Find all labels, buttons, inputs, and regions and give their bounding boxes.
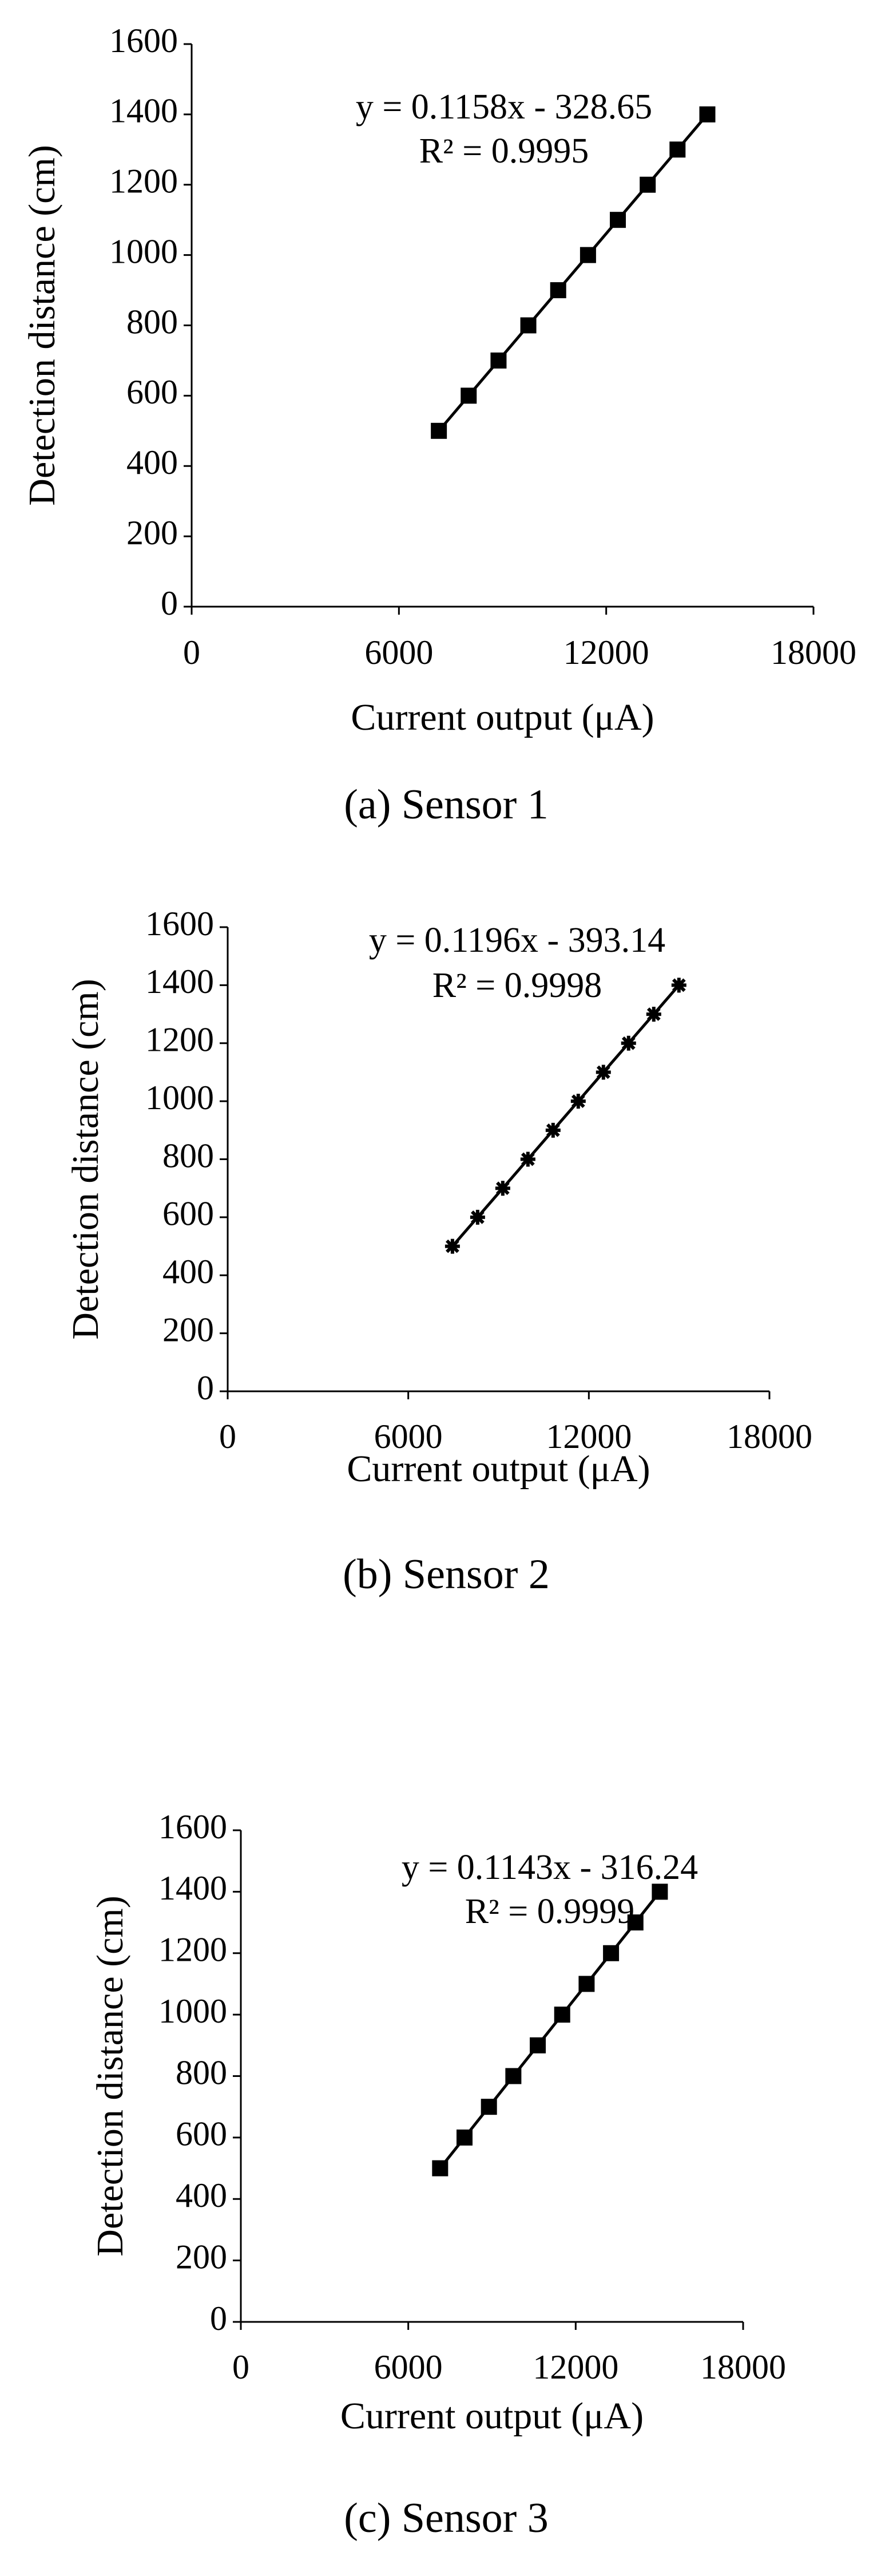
x-tick-label: 12000 [563, 634, 649, 671]
y-tick-label: 400 [126, 444, 178, 481]
y-tick-label: 1600 [109, 22, 178, 60]
y-tick-label: 1600 [145, 905, 214, 943]
marker [627, 1914, 644, 1931]
x-tick-label: 0 [183, 634, 200, 671]
y-tick-label: 200 [176, 2238, 227, 2276]
y-tick-label: 0 [161, 584, 178, 622]
marker [520, 317, 537, 334]
marker [580, 247, 596, 263]
y-axis-label: Detection distance (cm) [21, 145, 63, 505]
marker [461, 387, 477, 404]
y-tick-label: 800 [162, 1137, 214, 1174]
trend-equation: y = 0.1143x - 316.24 [402, 1848, 698, 1887]
x-tick-label: 18000 [771, 634, 856, 671]
x-axis-label: Current output (μA) [340, 2395, 644, 2437]
y-tick-label: 1000 [158, 1992, 227, 2030]
marker [432, 2160, 449, 2177]
y-tick-label: 1400 [145, 963, 214, 1000]
trendline [451, 984, 680, 1248]
marker [610, 212, 626, 228]
marker [520, 1152, 535, 1167]
marker [621, 1035, 636, 1051]
y-tick-label: 800 [126, 303, 178, 341]
x-tick-label: 6000 [374, 1418, 443, 1455]
marker [578, 1976, 595, 1992]
y-tick-label: 600 [176, 2115, 227, 2153]
x-axis-label: Current output (μA) [347, 1448, 650, 1490]
x-tick-label: 12000 [546, 1418, 632, 1455]
marker [495, 1181, 510, 1196]
x-tick-label: 6000 [364, 634, 433, 671]
marker [669, 141, 686, 158]
trend-equation: y = 0.1158x - 328.65 [356, 88, 652, 126]
y-tick-label: 1000 [109, 232, 178, 270]
marker [554, 2007, 570, 2023]
marker [652, 1883, 668, 1900]
x-tick-label: 12000 [533, 2348, 618, 2386]
y-tick-label: 1400 [109, 92, 178, 130]
marker [545, 1122, 561, 1138]
y-tick-label: 800 [176, 2053, 227, 2091]
y-tick-label: 400 [176, 2177, 227, 2214]
marker [490, 352, 507, 369]
caption: (b) Sensor 2 [343, 1551, 550, 1598]
y-axis-label: Detection distance (cm) [89, 1896, 131, 2256]
trendline [438, 113, 709, 432]
trend-equation: y = 0.1196x - 393.14 [369, 921, 665, 960]
marker [640, 176, 656, 193]
marker [505, 2068, 522, 2084]
marker [596, 1065, 611, 1080]
y-tick-label: 1400 [158, 1869, 227, 1907]
marker [444, 1238, 460, 1254]
y-tick-label: 1200 [109, 163, 178, 200]
marker [646, 1007, 661, 1022]
marker [431, 422, 447, 439]
y-tick-label: 200 [126, 514, 178, 552]
x-tick-label: 0 [219, 1418, 236, 1455]
trendline [439, 1890, 661, 2170]
y-tick-label: 1200 [145, 1021, 214, 1059]
y-tick-label: 400 [162, 1253, 214, 1291]
marker [550, 282, 566, 299]
x-tick-label: 18000 [700, 2348, 786, 2386]
y-tick-label: 600 [126, 373, 178, 411]
r-squared: R² = 0.9995 [419, 132, 589, 171]
r-squared: R² = 0.9999 [465, 1892, 634, 1931]
marker [671, 978, 686, 993]
y-tick-label: 0 [210, 2300, 227, 2337]
marker [603, 1945, 620, 1961]
r-squared: R² = 0.9998 [432, 966, 602, 1005]
y-tick-label: 1000 [145, 1079, 214, 1117]
caption: (a) Sensor 1 [344, 781, 549, 828]
y-tick-label: 1600 [158, 1808, 227, 1846]
y-tick-label: 600 [162, 1195, 214, 1233]
y-axis-label: Detection distance (cm) [65, 979, 106, 1339]
marker [699, 106, 716, 122]
y-tick-label: 0 [197, 1369, 214, 1407]
y-tick-label: 1200 [158, 1931, 227, 1969]
x-axis-label: Current output (μA) [351, 697, 654, 738]
marker [530, 2037, 546, 2053]
x-tick-label: 18000 [727, 1418, 812, 1455]
y-tick-label: 200 [162, 1311, 214, 1348]
caption: (c) Sensor 3 [344, 2495, 549, 2542]
marker [570, 1094, 586, 1109]
marker [470, 1209, 485, 1225]
marker [457, 2129, 473, 2146]
x-tick-label: 6000 [374, 2348, 443, 2386]
x-tick-label: 0 [232, 2348, 249, 2386]
marker [481, 2099, 497, 2115]
